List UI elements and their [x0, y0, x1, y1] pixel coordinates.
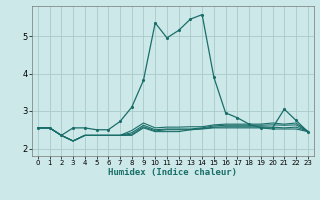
X-axis label: Humidex (Indice chaleur): Humidex (Indice chaleur) [108, 168, 237, 177]
